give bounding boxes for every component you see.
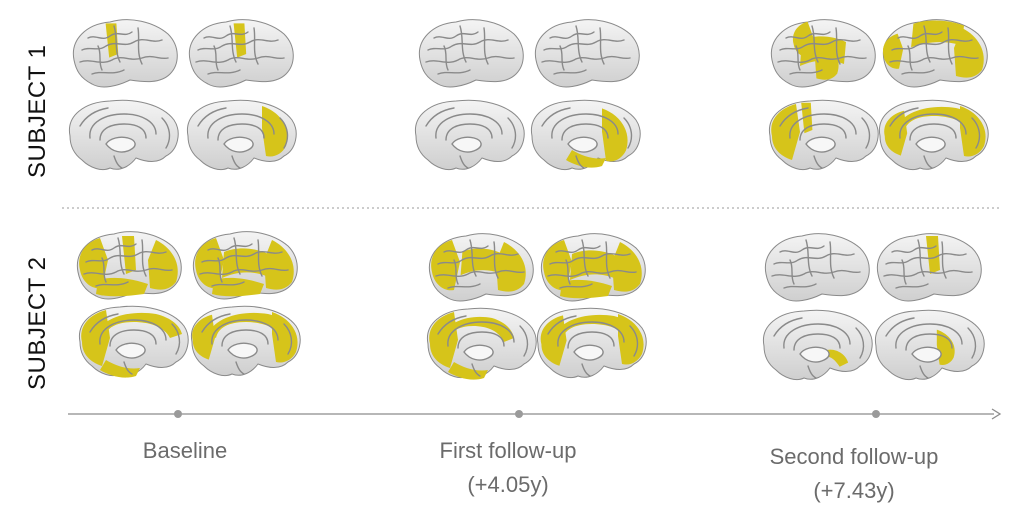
timepoint-label: Second follow-up [769, 444, 939, 469]
brain-surface-icon [414, 19, 641, 171]
brain-surface-icon [426, 233, 647, 380]
timepoint-label: First follow-up [439, 438, 577, 463]
brain-surface-icon [762, 233, 985, 381]
timeline-marker-baseline [174, 410, 182, 418]
timeline-arrow-icon [68, 408, 1002, 420]
timeline-marker-first-follow-up [515, 410, 523, 418]
timepoint-sublabel: (+4.05y) [467, 472, 549, 497]
row-label-subject-1: SUBJECT 1 [24, 44, 51, 178]
brain-surface-icon [68, 19, 297, 171]
row-label-subject-2: SUBJECT 2 [24, 256, 51, 390]
timeline-marker-second-follow-up [872, 410, 880, 418]
timepoint-second-follow-up: Second follow-up (+7.43y) [742, 440, 966, 508]
timepoint-baseline: Baseline [98, 434, 272, 468]
brain-surface-icon [76, 231, 301, 378]
timepoint-label: Baseline [142, 438, 228, 463]
timepoint-sublabel: (+7.43y) [813, 478, 895, 503]
timepoint-first-follow-up: First follow-up (+4.05y) [408, 434, 608, 502]
brain-surface-icon [768, 19, 989, 171]
